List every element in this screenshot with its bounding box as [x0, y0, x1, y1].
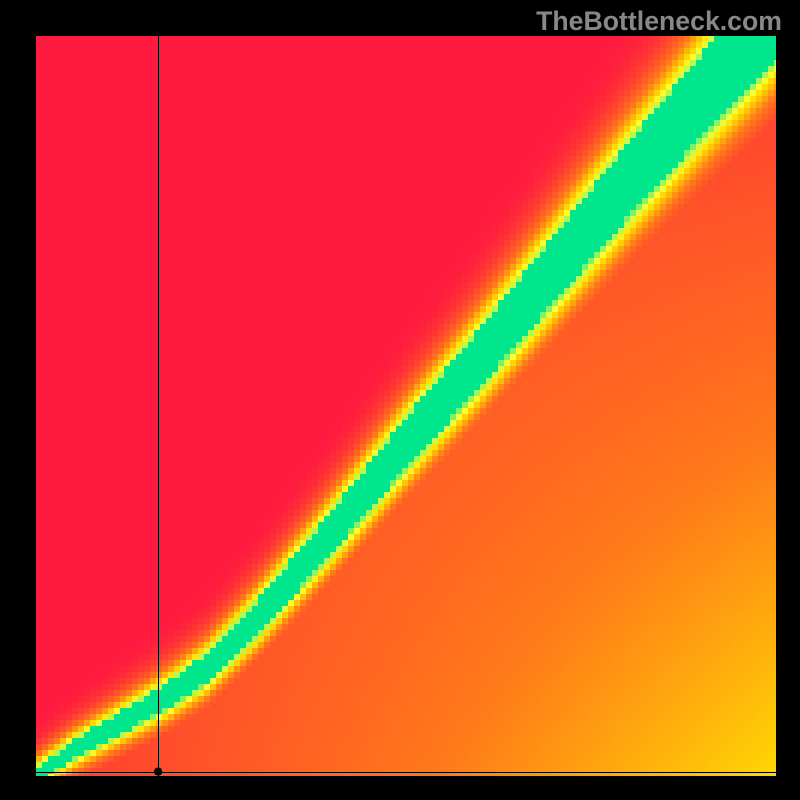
watermark-text: TheBottleneck.com	[536, 6, 782, 37]
chart-container: TheBottleneck.com	[0, 0, 800, 800]
axis-overlay	[36, 36, 776, 776]
